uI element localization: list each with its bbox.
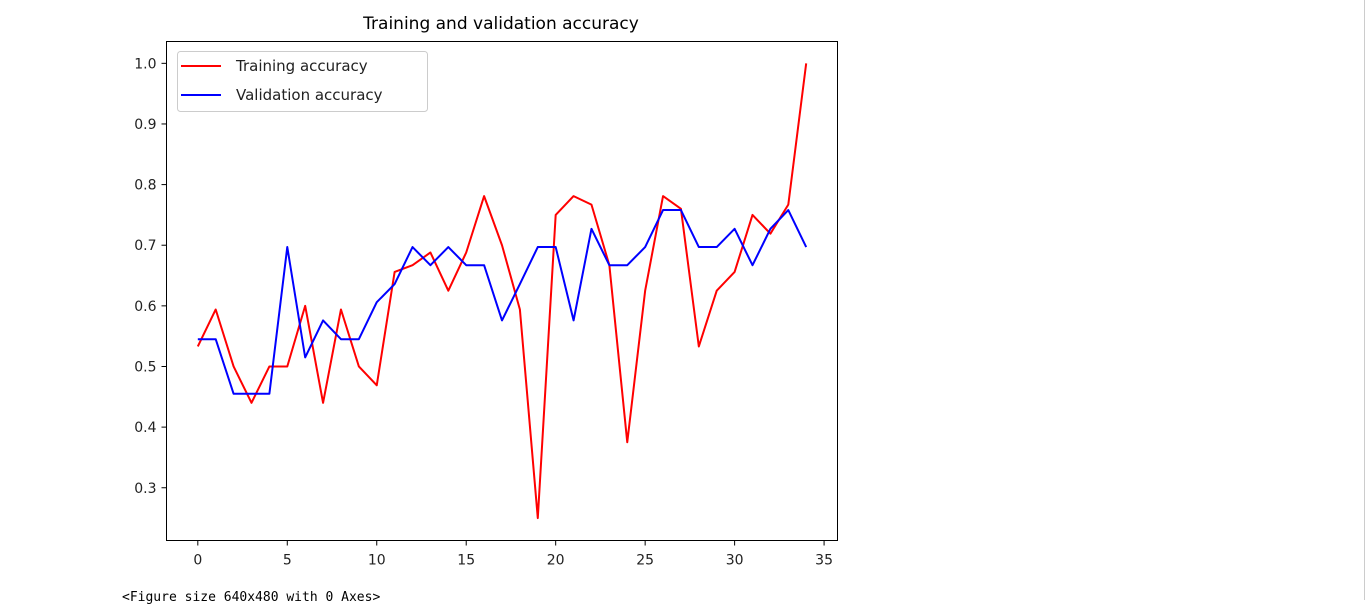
x-tick-label: 5 [283,553,292,569]
y-tick-label: 0.3 [134,481,156,497]
chart-title: Training and validation accuracy [362,14,639,34]
figure-size-output: <Figure size 640x480 with 0 Axes> [122,590,381,605]
axes-frame [166,41,838,541]
y-tick-label: 0.9 [134,117,156,133]
series-line-training [196,63,808,520]
y-tick-label: 0.4 [134,420,156,436]
x-tick-label: 35 [815,553,833,569]
x-tick-label: 0 [193,553,202,569]
x-tick-label: 10 [368,553,386,569]
legend-label: Validation accuracy [236,86,383,104]
y-tick-label: 0.7 [134,238,156,254]
x-tick-label: 25 [636,553,654,569]
y-tick-label: 0.6 [134,299,156,315]
x-tick-label: 20 [547,553,565,569]
x-tick-label: 30 [726,553,744,569]
y-tick-label: 0.8 [134,178,156,194]
y-tick-label: 1.0 [134,56,156,72]
legend: Training accuracy Validation accuracy [177,51,428,112]
series-line-validation [197,209,808,395]
y-tick-label: 0.5 [134,359,156,375]
legend-label: Training accuracy [235,57,368,75]
x-tick-label: 15 [457,553,475,569]
scrollbar[interactable] [1364,0,1369,600]
